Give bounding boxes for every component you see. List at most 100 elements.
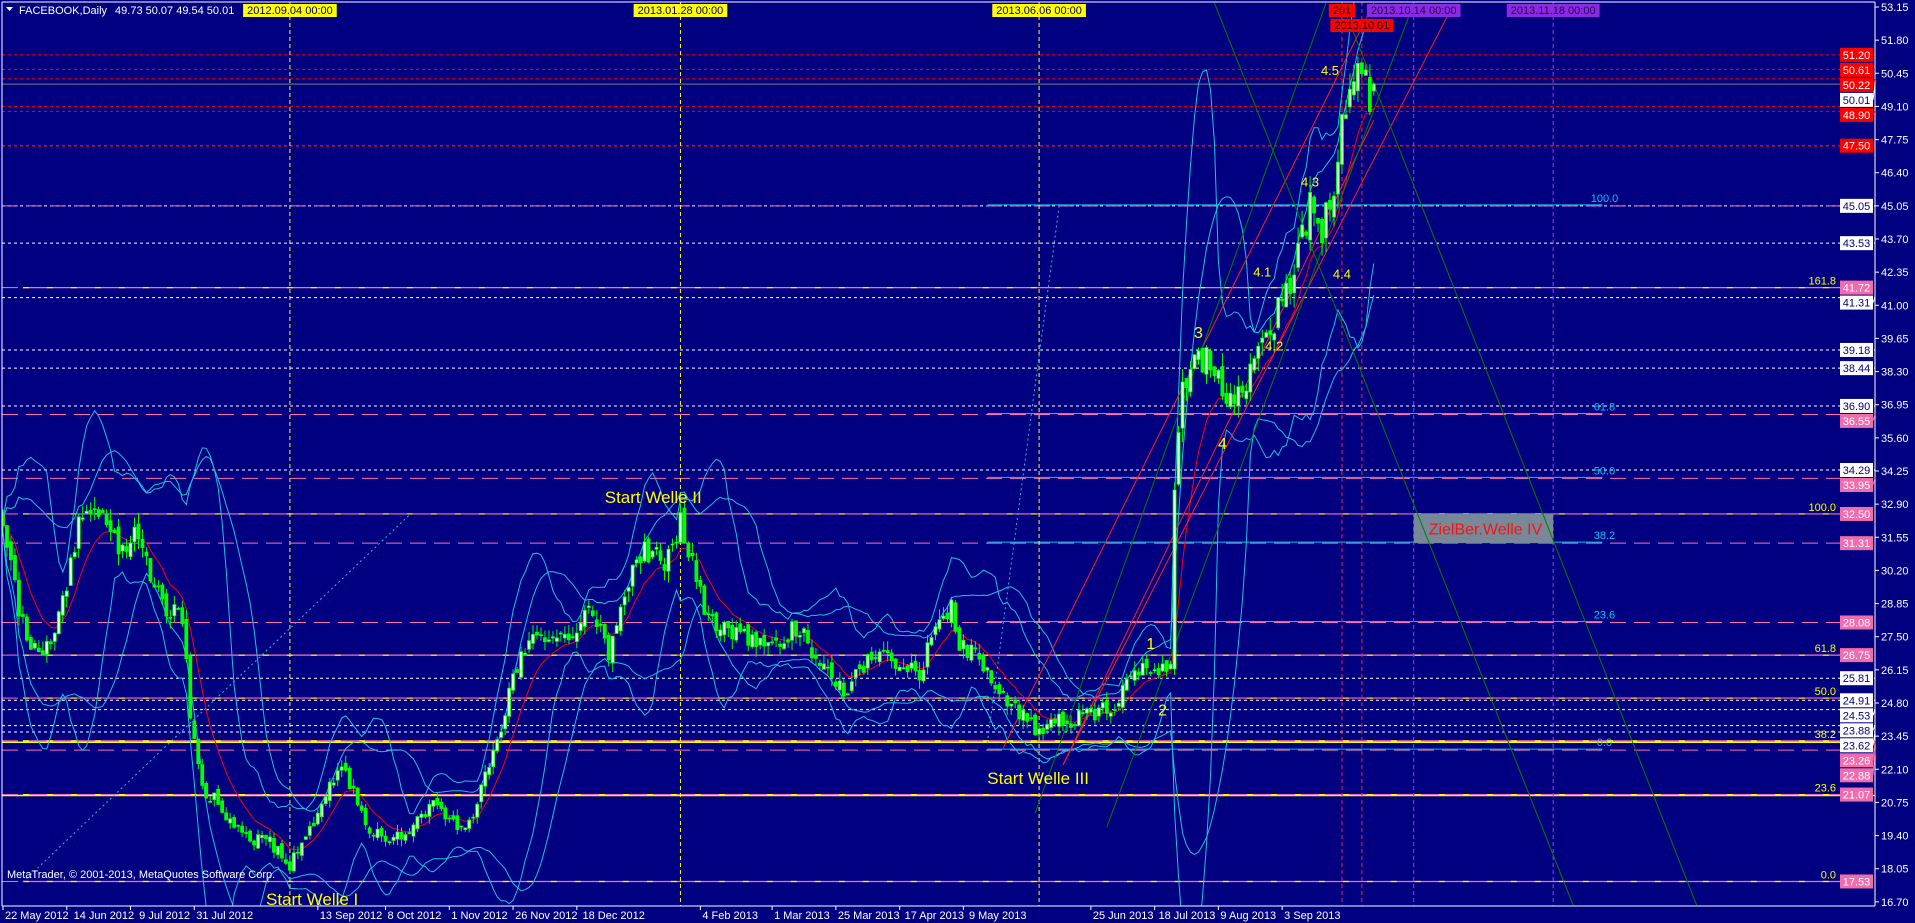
candle-body — [104, 513, 109, 525]
candle — [1312, 194, 1316, 227]
candle — [160, 582, 165, 606]
candle — [1156, 662, 1161, 679]
candle — [104, 509, 109, 528]
price-label-pink: 31.31 — [1840, 536, 1873, 551]
candle — [415, 815, 420, 833]
candle-body — [84, 510, 89, 514]
candle — [873, 650, 878, 664]
candle — [1264, 329, 1269, 338]
candle-body — [698, 580, 703, 587]
candle-body — [774, 637, 778, 641]
candle-body — [590, 610, 595, 616]
candle-body — [594, 619, 599, 627]
time-axis[interactable]: 22 May 2012 14 Jun 2012 9 Jul 2012 31 Jul 2… — [2, 906, 1340, 922]
candle-body — [790, 621, 794, 641]
candle-body — [339, 766, 344, 771]
candle-body — [1096, 707, 1101, 717]
candle — [802, 626, 806, 642]
candle — [319, 802, 324, 823]
candle-body — [706, 613, 711, 616]
candle-body — [355, 787, 360, 806]
candle — [885, 641, 890, 662]
candle — [387, 840, 392, 846]
price-label-leader — [1872, 740, 1876, 761]
candle — [754, 630, 759, 657]
candle-body — [1332, 195, 1336, 218]
candle — [1132, 661, 1137, 686]
candle — [443, 805, 448, 826]
candle — [315, 809, 320, 826]
vertical-line-date-label: 2013.10.01 — [1330, 19, 1394, 32]
candle-body — [375, 828, 380, 839]
trendline-green[interactable] — [1106, 2, 1415, 828]
candle-body — [1300, 224, 1305, 238]
candle-body — [857, 664, 862, 670]
candle — [1096, 704, 1101, 723]
target-zone-rect[interactable] — [1413, 513, 1554, 544]
price-tick-label: 31.55 — [1881, 532, 1909, 544]
candle — [1176, 425, 1181, 487]
trendline-red[interactable] — [1002, 2, 1375, 749]
triangle-down-icon[interactable] — [6, 7, 13, 11]
candle-body — [52, 632, 57, 642]
candle-body — [555, 637, 559, 642]
candle — [21, 606, 25, 624]
candle — [17, 571, 21, 626]
candle — [889, 648, 894, 669]
trendline-cyan-dotted[interactable] — [22, 514, 410, 883]
candle-body — [88, 509, 93, 515]
svg-text:41.31: 41.31 — [1843, 298, 1871, 310]
price-label-leader — [1872, 731, 1876, 746]
trendline-red[interactable] — [1062, 3, 1454, 766]
price-label-white: 50.01 — [1840, 84, 1876, 107]
wave-label: Start Welle II — [605, 488, 702, 507]
candle — [459, 825, 464, 832]
candle — [1053, 713, 1057, 727]
price-label-leader — [1872, 68, 1876, 71]
svg-text:26.75: 26.75 — [1843, 650, 1871, 662]
candle-body — [260, 834, 264, 839]
candle-body — [853, 669, 858, 678]
candle — [1164, 660, 1169, 677]
candle — [638, 555, 643, 575]
trendline-green[interactable] — [1213, 2, 1574, 906]
trendline-cyan-dotted[interactable] — [986, 207, 1060, 744]
trendline-green[interactable] — [1034, 2, 1327, 814]
svg-text:38.44: 38.44 — [1843, 363, 1871, 375]
candle-body — [272, 838, 276, 853]
candle-body — [1256, 345, 1261, 359]
candle-body — [782, 643, 786, 649]
vertical-line-labels: 2012.09.04 00:00 2013.01.28 00:00 2013.06.… — [243, 4, 1600, 32]
price-axis[interactable]: 53.15 51.80 50.45 49.10 47.75 46.40 45.05 43.70… — [1875, 2, 1909, 909]
candle — [124, 538, 129, 559]
candle — [419, 810, 424, 824]
candle — [1057, 709, 1061, 736]
symbol-title: FACEBOOK,Daily — [19, 5, 108, 17]
candle-body — [5, 525, 9, 548]
trendline-green[interactable] — [1341, 2, 1698, 906]
candle — [1320, 217, 1324, 256]
candle — [981, 652, 986, 674]
candle — [877, 648, 882, 667]
candle — [1025, 712, 1030, 729]
candle-body — [650, 550, 655, 558]
candle — [690, 542, 695, 561]
candle-body — [1160, 663, 1165, 672]
candle-body — [1156, 668, 1161, 676]
price-tick-label: 19.40 — [1881, 831, 1909, 843]
date-tick-label: 9 Jul 2012 — [139, 910, 190, 922]
wave-label: 4.5 — [1321, 63, 1339, 78]
candle-body — [997, 684, 1002, 695]
candle-body — [467, 819, 472, 829]
price-label-white: 39.18 — [1840, 342, 1873, 357]
candle-body — [762, 635, 767, 647]
candle — [849, 672, 854, 694]
candle — [511, 669, 515, 695]
candle — [841, 679, 846, 700]
candle-body — [1033, 714, 1038, 735]
svg-text:21.07: 21.07 — [1843, 790, 1871, 802]
candle-body — [670, 543, 675, 546]
candle — [861, 660, 866, 675]
candle — [929, 634, 934, 647]
